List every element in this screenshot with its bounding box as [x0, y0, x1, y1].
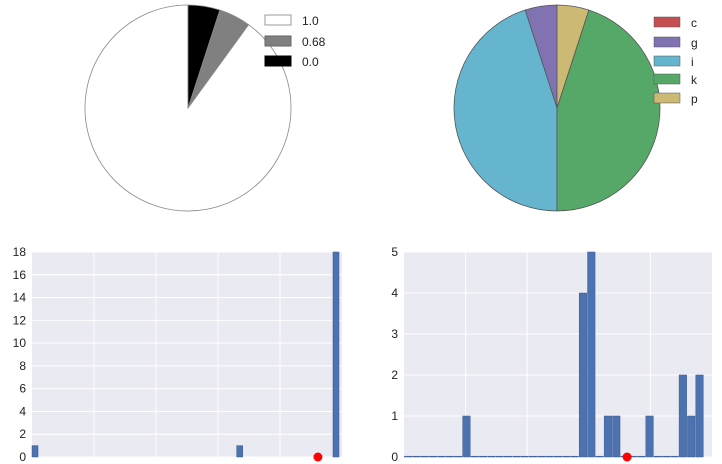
pie-chart-1 [84, 4, 292, 212]
bar2-bar-31 [662, 455, 671, 458]
bar1-ytick-label: 2 [19, 427, 26, 441]
bar1-ytick-label: 8 [19, 359, 26, 373]
bar2-bar-2 [420, 455, 429, 458]
legend-1-label-0: 1.0 [302, 14, 319, 28]
bar2-bar-34 [687, 415, 696, 458]
bar1-ytick-label: 16 [13, 268, 27, 282]
legend-1-entry: 0.0 [264, 55, 319, 69]
bar1-ytick-label: 12 [13, 313, 27, 327]
pie2-slice-2 [453, 9, 558, 212]
bar2-bar-13 [512, 455, 521, 458]
bar2-bar-18 [554, 455, 562, 458]
bar2-bar-16 [537, 455, 546, 458]
bar2-bar-15 [529, 455, 538, 458]
bar1-ytick-label: 14 [13, 291, 27, 305]
legend-2-swatch-4 [653, 92, 681, 104]
bar2-bar-23 [595, 455, 604, 458]
legend-2-swatch-0 [653, 16, 681, 28]
bar2-ytick-label: 2 [391, 368, 398, 382]
bar2-bar-19 [562, 455, 571, 458]
bar2-bar-14 [520, 455, 529, 458]
bar2-ytick-label: 4 [391, 286, 398, 300]
bar2-bar-22 [587, 251, 596, 458]
bar2-marker-point [622, 452, 632, 462]
bar2-bar-30 [653, 455, 662, 458]
bar2-bar-24 [603, 415, 612, 458]
bar1-bar-0 [31, 445, 39, 458]
bar2-bar-10 [487, 455, 496, 458]
bar2-bar-6 [454, 455, 463, 458]
legend-1-label-1: 0.68 [302, 35, 326, 49]
bar2-bar-4 [437, 455, 446, 458]
legend-1-label-2: 0.0 [302, 55, 319, 69]
bar1-bar-1 [236, 445, 243, 458]
bar2-bar-1 [412, 455, 421, 458]
bar2-bar-20 [570, 455, 579, 458]
bar2-bar-8 [470, 455, 479, 458]
legend-2: c g i k p [653, 16, 698, 106]
bar-chart-1: 0 2 4 6 8 10 12 14 16 18 [13, 245, 342, 464]
bar2-bar-29 [645, 415, 654, 458]
bar2-ytick-label: 3 [391, 327, 398, 341]
pie2-slice-4 [556, 4, 590, 109]
bar2-bar-17 [545, 455, 554, 458]
legend-2-label-2: i [691, 55, 694, 69]
bar1-ytick-label: 10 [13, 336, 27, 350]
legend-2-swatch-3 [653, 73, 681, 85]
bar-chart-2: 0 1 2 3 4 5 [391, 245, 712, 464]
legend-2-swatch-2 [653, 55, 681, 67]
bar2-ytick-label: 1 [391, 409, 398, 423]
bar2-bar-12 [504, 455, 513, 458]
legend-1: 1.0 0.68 0.0 [264, 14, 326, 69]
bar2-bar-32 [670, 455, 679, 458]
bar2-bar-3 [429, 455, 438, 458]
bar1-ytick-label: 6 [19, 382, 26, 396]
bar2-bar-11 [495, 455, 504, 458]
legend-2-label-3: k [691, 73, 698, 87]
bar2-ytick-label: 0 [391, 450, 398, 464]
bar2-bar-25 [612, 415, 621, 458]
legend-1-swatch-0 [264, 14, 292, 26]
bar1-ytick-label: 0 [19, 450, 26, 464]
legend-2-label-4: p [691, 92, 698, 106]
legend-1-swatch-2 [264, 55, 292, 67]
legend-2-label-0: c [691, 16, 697, 30]
legend-1-entry: 0.68 [264, 35, 326, 49]
bar2-bar-35 [695, 374, 704, 458]
bar2-bar-0 [404, 455, 413, 458]
bar2-bar-21 [578, 292, 587, 458]
legend-2-swatch-1 [653, 36, 681, 48]
bar2-ytick-label: 5 [391, 245, 398, 259]
bar1-marker-point [313, 452, 323, 462]
legend-2-label-1: g [691, 36, 698, 50]
bar2-bar-33 [678, 374, 687, 458]
bar2-bar-7 [462, 415, 471, 458]
bar2-bar-9 [479, 455, 488, 458]
bar1-ytick-label: 4 [19, 404, 26, 418]
pie2-slice-3 [556, 9, 661, 212]
bar1-ytick-label: 18 [13, 245, 27, 259]
legend-1-swatch-1 [264, 35, 292, 47]
legend-1-entry: 1.0 [264, 14, 319, 28]
bar1-plot-area [32, 252, 342, 457]
pie-chart-2 [453, 4, 661, 212]
bar1-bar-2 [332, 251, 340, 458]
pie1-slice-2 [187, 4, 221, 109]
bar2-plot-area [404, 252, 712, 457]
bar2-bar-28 [637, 455, 646, 458]
bar2-bar-5 [445, 455, 454, 458]
